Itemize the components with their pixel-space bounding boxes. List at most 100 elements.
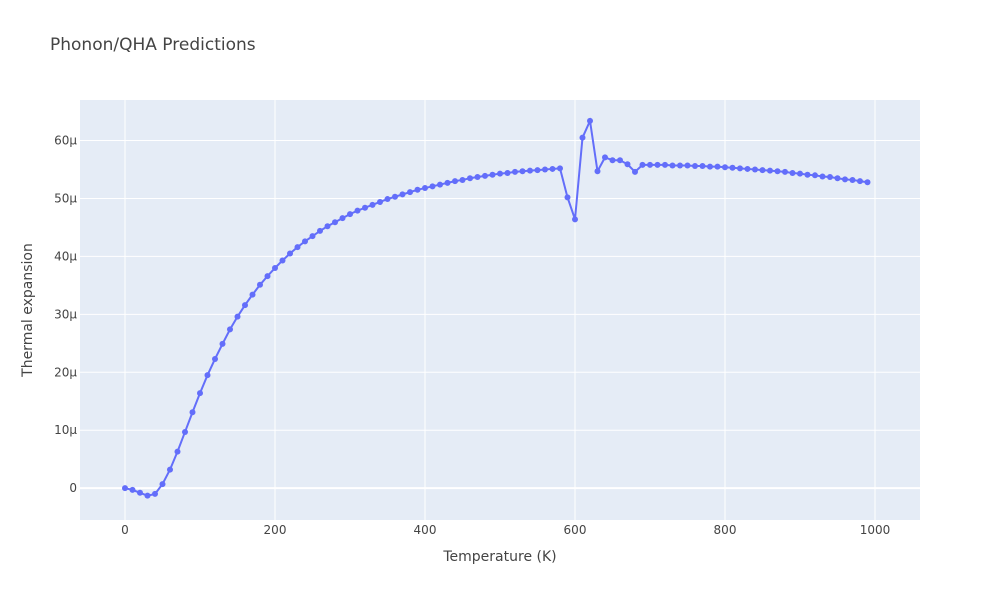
data-point[interactable] (542, 166, 548, 173)
data-point[interactable] (272, 265, 278, 271)
data-point[interactable] (564, 194, 571, 201)
data-point[interactable] (819, 173, 826, 180)
data-point[interactable] (392, 193, 398, 200)
data-point[interactable] (137, 489, 143, 496)
data-point[interactable] (212, 355, 218, 362)
data-point[interactable] (234, 313, 241, 320)
data-point[interactable] (692, 163, 698, 170)
data-point[interactable] (369, 201, 376, 208)
data-point[interactable] (617, 157, 623, 164)
data-point[interactable] (729, 164, 736, 171)
data-point[interactable] (189, 409, 196, 416)
data-point[interactable] (624, 161, 631, 168)
data-point[interactable] (639, 161, 646, 168)
data-point[interactable] (309, 233, 316, 240)
data-point[interactable] (354, 207, 361, 214)
data-point[interactable] (714, 163, 721, 170)
data-point[interactable] (594, 168, 601, 175)
data-point[interactable] (587, 117, 593, 124)
data-point[interactable] (849, 176, 856, 183)
data-point[interactable] (422, 185, 428, 192)
data-point[interactable] (249, 291, 256, 298)
data-point[interactable] (654, 161, 661, 168)
data-point[interactable] (482, 172, 488, 179)
data-point[interactable] (722, 164, 728, 171)
data-point[interactable] (287, 250, 293, 257)
data-point[interactable] (459, 176, 466, 183)
data-point[interactable] (129, 486, 136, 493)
data-point[interactable] (257, 281, 263, 288)
data-point[interactable] (167, 466, 173, 473)
data-point[interactable] (834, 175, 841, 182)
data-point[interactable] (684, 162, 691, 169)
data-point[interactable] (647, 161, 653, 168)
data-point[interactable] (699, 163, 706, 170)
data-point[interactable] (227, 326, 233, 333)
data-point[interactable] (534, 167, 541, 174)
data-point[interactable] (797, 170, 803, 177)
data-point[interactable] (429, 183, 436, 190)
data-point[interactable] (219, 340, 226, 347)
data-point[interactable] (324, 223, 331, 230)
data-point[interactable] (437, 181, 443, 188)
data-point[interactable] (474, 174, 481, 181)
data-point[interactable] (609, 157, 616, 164)
data-point[interactable] (467, 175, 473, 182)
data-point[interactable] (407, 189, 413, 196)
data-point[interactable] (399, 191, 406, 198)
data-point[interactable] (519, 168, 526, 175)
data-point[interactable] (504, 169, 511, 176)
data-point[interactable] (677, 162, 683, 169)
data-point[interactable] (302, 238, 308, 245)
data-point[interactable] (242, 302, 248, 309)
data-point[interactable] (827, 174, 833, 181)
data-point[interactable] (144, 492, 151, 499)
data-point[interactable] (864, 179, 871, 186)
data-point[interactable] (669, 162, 676, 169)
data-point[interactable] (182, 428, 188, 435)
data-point[interactable] (804, 171, 811, 178)
data-point[interactable] (294, 244, 301, 251)
data-point[interactable] (767, 167, 773, 174)
data-point[interactable] (774, 168, 781, 175)
data-point[interactable] (497, 170, 503, 177)
data-point[interactable] (122, 485, 128, 492)
data-point[interactable] (512, 168, 518, 175)
data-point[interactable] (557, 165, 563, 172)
data-point[interactable] (204, 372, 211, 379)
data-point[interactable] (782, 168, 788, 175)
data-point[interactable] (707, 163, 713, 170)
data-point[interactable] (752, 166, 758, 173)
data-point[interactable] (414, 186, 421, 193)
data-point[interactable] (264, 273, 271, 280)
data-point[interactable] (279, 257, 286, 264)
data-point[interactable] (377, 198, 383, 205)
data-point[interactable] (857, 178, 863, 185)
data-point[interactable] (602, 154, 608, 161)
data-point[interactable] (339, 215, 346, 222)
data-point[interactable] (842, 176, 848, 183)
data-point[interactable] (174, 448, 181, 455)
data-point[interactable] (549, 165, 556, 172)
data-point[interactable] (759, 167, 766, 174)
data-point[interactable] (159, 481, 166, 488)
data-point[interactable] (332, 219, 338, 226)
data-point[interactable] (632, 168, 638, 175)
data-point[interactable] (384, 196, 391, 203)
data-point[interactable] (489, 171, 496, 178)
data-point[interactable] (789, 169, 796, 176)
data-point[interactable] (152, 490, 158, 497)
data-point[interactable] (444, 179, 451, 186)
data-point[interactable] (744, 165, 751, 172)
data-point[interactable] (662, 161, 668, 168)
data-point[interactable] (737, 165, 743, 172)
data-point[interactable] (812, 172, 818, 179)
data-point[interactable] (197, 390, 203, 397)
data-point[interactable] (452, 178, 458, 185)
data-point[interactable] (362, 204, 368, 211)
data-point[interactable] (527, 167, 533, 174)
data-point[interactable] (572, 216, 578, 223)
data-point[interactable] (347, 211, 353, 218)
data-point[interactable] (317, 227, 323, 234)
data-point[interactable] (579, 134, 586, 141)
